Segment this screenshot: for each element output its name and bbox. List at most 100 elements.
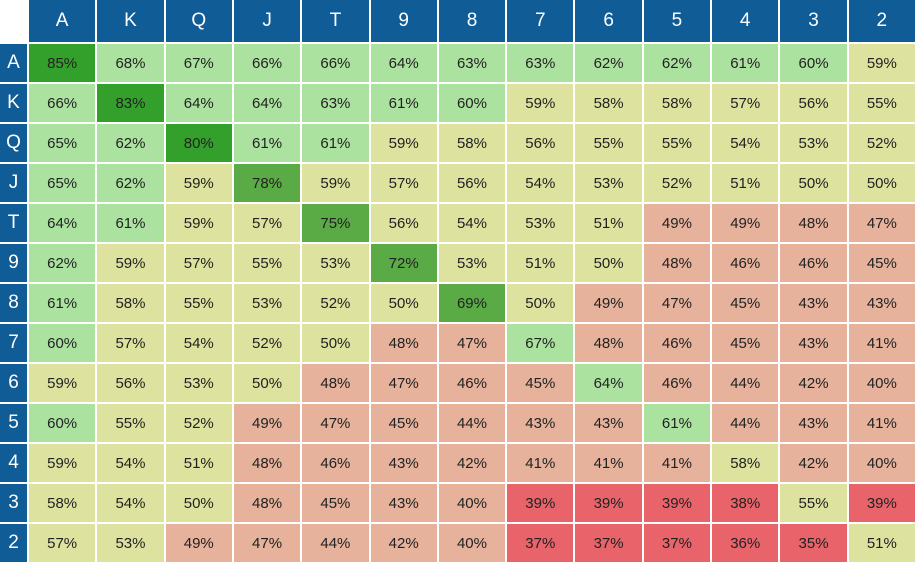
equity-cell-JK: 62% xyxy=(97,164,164,202)
equity-cell-J2: 50% xyxy=(848,164,915,202)
equity-cell-54: 44% xyxy=(712,404,779,442)
row-header-8: 8 xyxy=(0,284,27,322)
equity-cell-98: 53% xyxy=(438,244,506,282)
equity-cell-J4: 51% xyxy=(712,164,779,202)
column-header-3: 3 xyxy=(780,0,847,42)
equity-cell-57: 43% xyxy=(507,404,574,442)
equity-cell-53: 43% xyxy=(780,404,847,442)
equity-cell-T9: 56% xyxy=(370,204,437,242)
equity-cell-AQ: 67% xyxy=(165,44,232,82)
equity-cell-63: 42% xyxy=(780,364,847,402)
equity-cell-5T: 47% xyxy=(302,404,369,442)
column-header-9: 9 xyxy=(370,0,437,42)
equity-cell-23: 35% xyxy=(780,524,847,562)
row-header-Q: Q xyxy=(0,124,27,162)
equity-cell-6T: 48% xyxy=(302,364,369,402)
equity-cell-A5: 62% xyxy=(643,44,711,82)
row-header-4: 4 xyxy=(0,444,27,482)
equity-cell-8T: 52% xyxy=(302,284,369,322)
equity-cell-4A: 59% xyxy=(29,444,96,482)
equity-cell-QK: 62% xyxy=(97,124,164,162)
equity-cell-5A: 60% xyxy=(29,404,96,442)
corner-cell xyxy=(0,0,27,42)
equity-cell-74: 45% xyxy=(712,324,779,362)
equity-cell-4Q: 51% xyxy=(165,444,232,482)
equity-cell-JA: 65% xyxy=(29,164,96,202)
equity-cell-72: 41% xyxy=(848,324,915,362)
equity-cell-6Q: 53% xyxy=(165,364,232,402)
row-header-6: 6 xyxy=(0,364,27,402)
equity-cell-83: 43% xyxy=(780,284,847,322)
equity-cell-85: 47% xyxy=(643,284,711,322)
equity-cell-AT: 66% xyxy=(302,44,369,82)
column-header-8: 8 xyxy=(438,0,506,42)
equity-cell-43: 42% xyxy=(780,444,847,482)
equity-cell-5K: 55% xyxy=(97,404,164,442)
equity-cell-97: 51% xyxy=(507,244,574,282)
equity-cell-73: 43% xyxy=(780,324,847,362)
equity-cell-8K: 58% xyxy=(97,284,164,322)
equity-cell-65: 46% xyxy=(643,364,711,402)
equity-cell-AK: 68% xyxy=(97,44,164,82)
equity-cell-45: 41% xyxy=(643,444,711,482)
equity-cell-K2: 55% xyxy=(848,84,915,122)
equity-cell-7Q: 54% xyxy=(165,324,232,362)
equity-cell-2T: 44% xyxy=(302,524,369,562)
equity-cell-KK: 83% xyxy=(97,84,164,122)
equity-cell-99: 72% xyxy=(370,244,437,282)
equity-cell-2K: 53% xyxy=(97,524,164,562)
column-header-J: J xyxy=(233,0,301,42)
equity-cell-A2: 59% xyxy=(848,44,915,82)
equity-cell-A8: 63% xyxy=(438,44,506,82)
equity-cell-4K: 54% xyxy=(97,444,164,482)
equity-cell-TT: 75% xyxy=(302,204,369,242)
equity-cell-Q7: 56% xyxy=(507,124,574,162)
equity-cell-3Q: 50% xyxy=(165,484,232,522)
equity-cell-Q5: 55% xyxy=(643,124,711,162)
equity-cell-K7: 59% xyxy=(507,84,574,122)
equity-cell-77: 67% xyxy=(507,324,574,362)
equity-cell-34: 38% xyxy=(712,484,779,522)
equity-cell-T4: 49% xyxy=(712,204,779,242)
equity-cell-4J: 48% xyxy=(233,444,301,482)
equity-cell-46: 41% xyxy=(575,444,642,482)
equity-cell-K6: 58% xyxy=(575,84,642,122)
equity-cell-24: 36% xyxy=(712,524,779,562)
equity-cell-QT: 61% xyxy=(302,124,369,162)
column-header-2: 2 xyxy=(848,0,915,42)
equity-cell-K3: 56% xyxy=(780,84,847,122)
equity-cell-52: 41% xyxy=(848,404,915,442)
equity-cell-J9: 57% xyxy=(370,164,437,202)
equity-cell-5Q: 52% xyxy=(165,404,232,442)
equity-cell-T7: 53% xyxy=(507,204,574,242)
column-header-5: 5 xyxy=(643,0,711,42)
equity-cell-32: 39% xyxy=(848,484,915,522)
equity-cell-K5: 58% xyxy=(643,84,711,122)
equity-cell-26: 37% xyxy=(575,524,642,562)
row-header-J: J xyxy=(0,164,27,202)
row-header-2: 2 xyxy=(0,524,27,562)
row-header-T: T xyxy=(0,204,27,242)
equity-cell-A7: 63% xyxy=(507,44,574,82)
equity-cell-A4: 61% xyxy=(712,44,779,82)
equity-cell-QJ: 61% xyxy=(233,124,301,162)
equity-cell-JJ: 78% xyxy=(233,164,301,202)
equity-cell-J7: 54% xyxy=(507,164,574,202)
equity-cell-2J: 47% xyxy=(233,524,301,562)
equity-cell-67: 45% xyxy=(507,364,574,402)
equity-cell-93: 46% xyxy=(780,244,847,282)
equity-cell-TQ: 59% xyxy=(165,204,232,242)
equity-cell-KJ: 64% xyxy=(233,84,301,122)
equity-cell-95: 48% xyxy=(643,244,711,282)
equity-cell-59: 45% xyxy=(370,404,437,442)
equity-cell-KQ: 64% xyxy=(165,84,232,122)
equity-cell-A3: 60% xyxy=(780,44,847,82)
row-header-7: 7 xyxy=(0,324,27,362)
equity-cell-62: 40% xyxy=(848,364,915,402)
equity-cell-J5: 52% xyxy=(643,164,711,202)
row-header-A: A xyxy=(0,44,27,82)
equity-cell-6K: 56% xyxy=(97,364,164,402)
equity-cell-5J: 49% xyxy=(233,404,301,442)
equity-cell-86: 49% xyxy=(575,284,642,322)
